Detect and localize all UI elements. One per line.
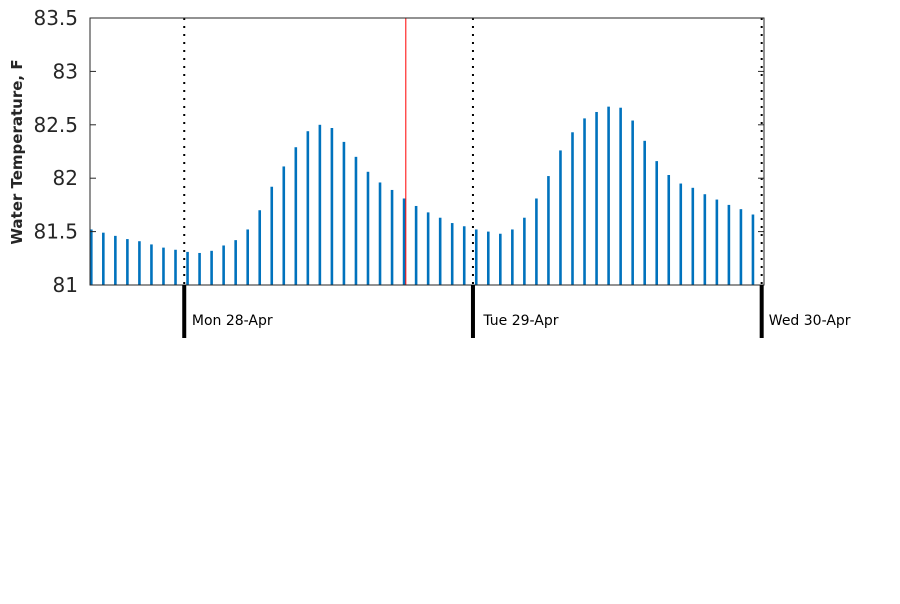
bar [643,140,646,285]
y-axis-ticks: 81 81.5 82 82.5 83 83.5 [33,6,764,297]
bar [715,199,719,285]
bar [619,107,622,286]
bar [583,118,586,285]
bar [234,240,237,285]
bar [691,187,695,285]
plot-frame [89,17,765,286]
bar [150,244,153,285]
bar [258,210,262,285]
bar [246,229,249,285]
bar [90,229,93,285]
bar [186,251,189,285]
y-axis-label: Water Temperature, F [8,59,26,244]
bar [414,205,418,285]
y-tick-label: 83 [53,59,78,83]
bar [751,214,755,285]
y-tick-label: 81.5 [33,220,78,244]
bar [739,209,743,285]
bar [126,239,129,285]
bar [547,176,550,285]
bar [102,232,105,285]
bar [378,182,382,285]
bar [523,217,526,285]
bar [438,217,442,285]
bar [342,141,346,285]
bar [270,186,274,285]
day-label: Mon 28-Apr [192,313,273,329]
y-tick-label: 82.5 [33,113,78,137]
bar [727,204,731,285]
bar [294,147,298,285]
bar [535,198,538,285]
bar [210,250,213,285]
bar [318,124,322,285]
bar [114,235,117,285]
bar [607,106,610,285]
day-label: Tue 29-Apr [482,313,558,329]
bar [667,175,671,285]
bar [282,166,286,285]
bar [198,252,201,285]
bar [402,198,406,285]
bar [655,161,659,285]
bar [306,131,310,285]
bar [559,150,562,285]
bar [162,247,165,285]
day-label: Wed 30-Apr [769,313,851,329]
bar [450,223,454,285]
bar-series [90,106,755,286]
bar [426,212,430,285]
bar [571,132,574,285]
bar [174,249,177,285]
bar [595,111,598,285]
bar [390,189,394,285]
y-tick-label: 81 [53,273,78,297]
bar [499,233,502,285]
bar [486,231,490,285]
bar [474,229,478,285]
bar [679,183,683,285]
bar [462,226,466,285]
bar [631,120,634,285]
bar [354,156,358,285]
bar [330,128,334,285]
y-tick-label: 83.5 [33,6,78,30]
day-gridlines [183,18,763,285]
bar [366,171,370,285]
y-tick-label: 82 [53,166,78,190]
bar [703,194,707,285]
bar [222,245,225,285]
bar [138,241,141,285]
bar [511,229,514,285]
